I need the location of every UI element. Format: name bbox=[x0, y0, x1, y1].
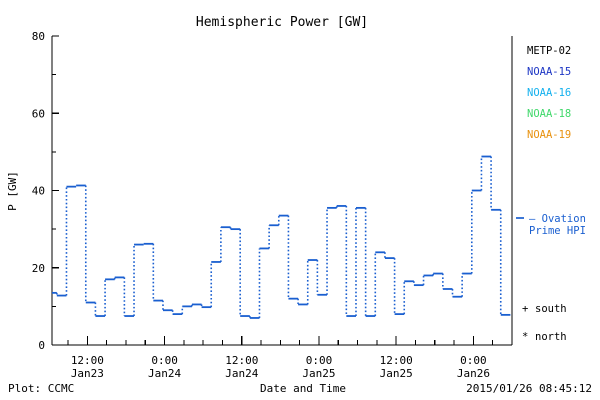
x-tick-label-date: Jan24 bbox=[225, 367, 258, 380]
south-marker-label: south bbox=[535, 303, 567, 315]
x-tick-label-date: Jan23 bbox=[71, 367, 104, 380]
y-tick-label: 40 bbox=[32, 185, 45, 198]
y-axis-title: P [GW] bbox=[6, 171, 19, 211]
satellite-legend: METP-02 NOAA-15 NOAA-16 NOAA-18 NOAA-19 bbox=[527, 45, 571, 141]
south-marker-glyph: + bbox=[522, 303, 528, 315]
chart-title: Hemispheric Power [GW] bbox=[196, 15, 368, 30]
x-tick-label-time: 0:00 bbox=[151, 354, 178, 367]
ovation-legend: — Ovation Prime HPI bbox=[516, 213, 586, 237]
satellite-legend-label: NOAA-16 bbox=[527, 87, 571, 99]
x-tick-label-time: 12:00 bbox=[380, 354, 413, 367]
x-tick-label-date: Jan24 bbox=[148, 367, 181, 380]
x-axis-title: Date and Time bbox=[260, 382, 346, 395]
x-tick-label-time: 0:00 bbox=[460, 354, 487, 367]
data-series-layer bbox=[52, 155, 511, 319]
ovation-legend-label-line2: Prime HPI bbox=[529, 225, 586, 237]
x-tick-label-date: Jan25 bbox=[380, 367, 413, 380]
x-tick-label-date: Jan25 bbox=[302, 367, 335, 380]
plot-axes bbox=[51, 36, 513, 346]
ovation-legend-label-line1: — Ovation bbox=[529, 213, 586, 225]
north-marker-label: north bbox=[535, 331, 567, 343]
plot-timestamp: 2015/01/26 08:45:12 bbox=[466, 382, 592, 395]
y-tick-label: 20 bbox=[32, 262, 45, 275]
north-marker-glyph: * bbox=[522, 331, 528, 343]
x-axis-ticks bbox=[67, 336, 513, 345]
y-tick-label: 60 bbox=[32, 107, 45, 120]
plot-source-label: Plot: CCMC bbox=[8, 382, 74, 395]
y-tick-label: 80 bbox=[32, 30, 45, 43]
y-axis-ticks: 0 20 40 60 80 bbox=[32, 30, 59, 352]
hemisphere-marker-legend: + south * north bbox=[522, 303, 567, 343]
satellite-legend-label: METP-02 bbox=[527, 45, 571, 57]
x-tick-label-date: Jan26 bbox=[457, 367, 490, 380]
satellite-legend-label: NOAA-19 bbox=[527, 129, 571, 141]
satellite-legend-label: NOAA-18 bbox=[527, 108, 571, 120]
x-axis-tick-labels: 12:00Jan230:00Jan2412:00Jan240:00Jan2512… bbox=[71, 354, 490, 380]
x-tick-label-time: 12:00 bbox=[225, 354, 258, 367]
satellite-legend-label: NOAA-15 bbox=[527, 66, 571, 78]
x-tick-label-time: 0:00 bbox=[306, 354, 333, 367]
y-tick-label: 0 bbox=[38, 339, 45, 352]
x-tick-label-time: 12:00 bbox=[71, 354, 104, 367]
